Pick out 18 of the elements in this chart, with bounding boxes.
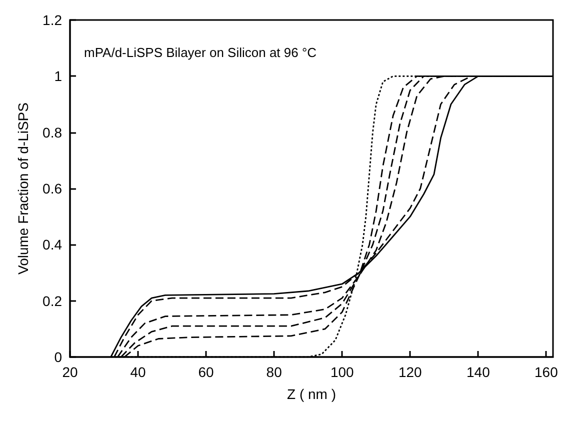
y-tick-label: 1 (54, 68, 62, 84)
x-tick-label: 100 (330, 364, 354, 380)
y-tick-label: 0 (54, 349, 62, 365)
x-tick-label: 160 (534, 364, 558, 380)
x-axis-title: Z ( nm ) (287, 386, 336, 402)
y-tick-label: 0.6 (42, 180, 62, 196)
y-tick-label: 1.2 (42, 12, 62, 28)
x-tick-label: 60 (198, 364, 214, 380)
x-tick-label: 120 (398, 364, 422, 380)
y-tick-label: 0.4 (42, 236, 62, 253)
x-tick-label: 140 (466, 364, 490, 380)
x-tick-label: 80 (266, 364, 282, 380)
y-tick-label: 0.2 (42, 292, 62, 309)
y-axis-title: Volume Fraction of d-LiSPS (15, 102, 31, 274)
y-tick-label: 0.8 (42, 124, 62, 140)
x-tick-label: 40 (130, 364, 146, 380)
annotation: mPA/d-LiSPS Bilayer on Silicon at 96 °C (84, 45, 317, 60)
x-tick-label: 20 (62, 364, 78, 380)
